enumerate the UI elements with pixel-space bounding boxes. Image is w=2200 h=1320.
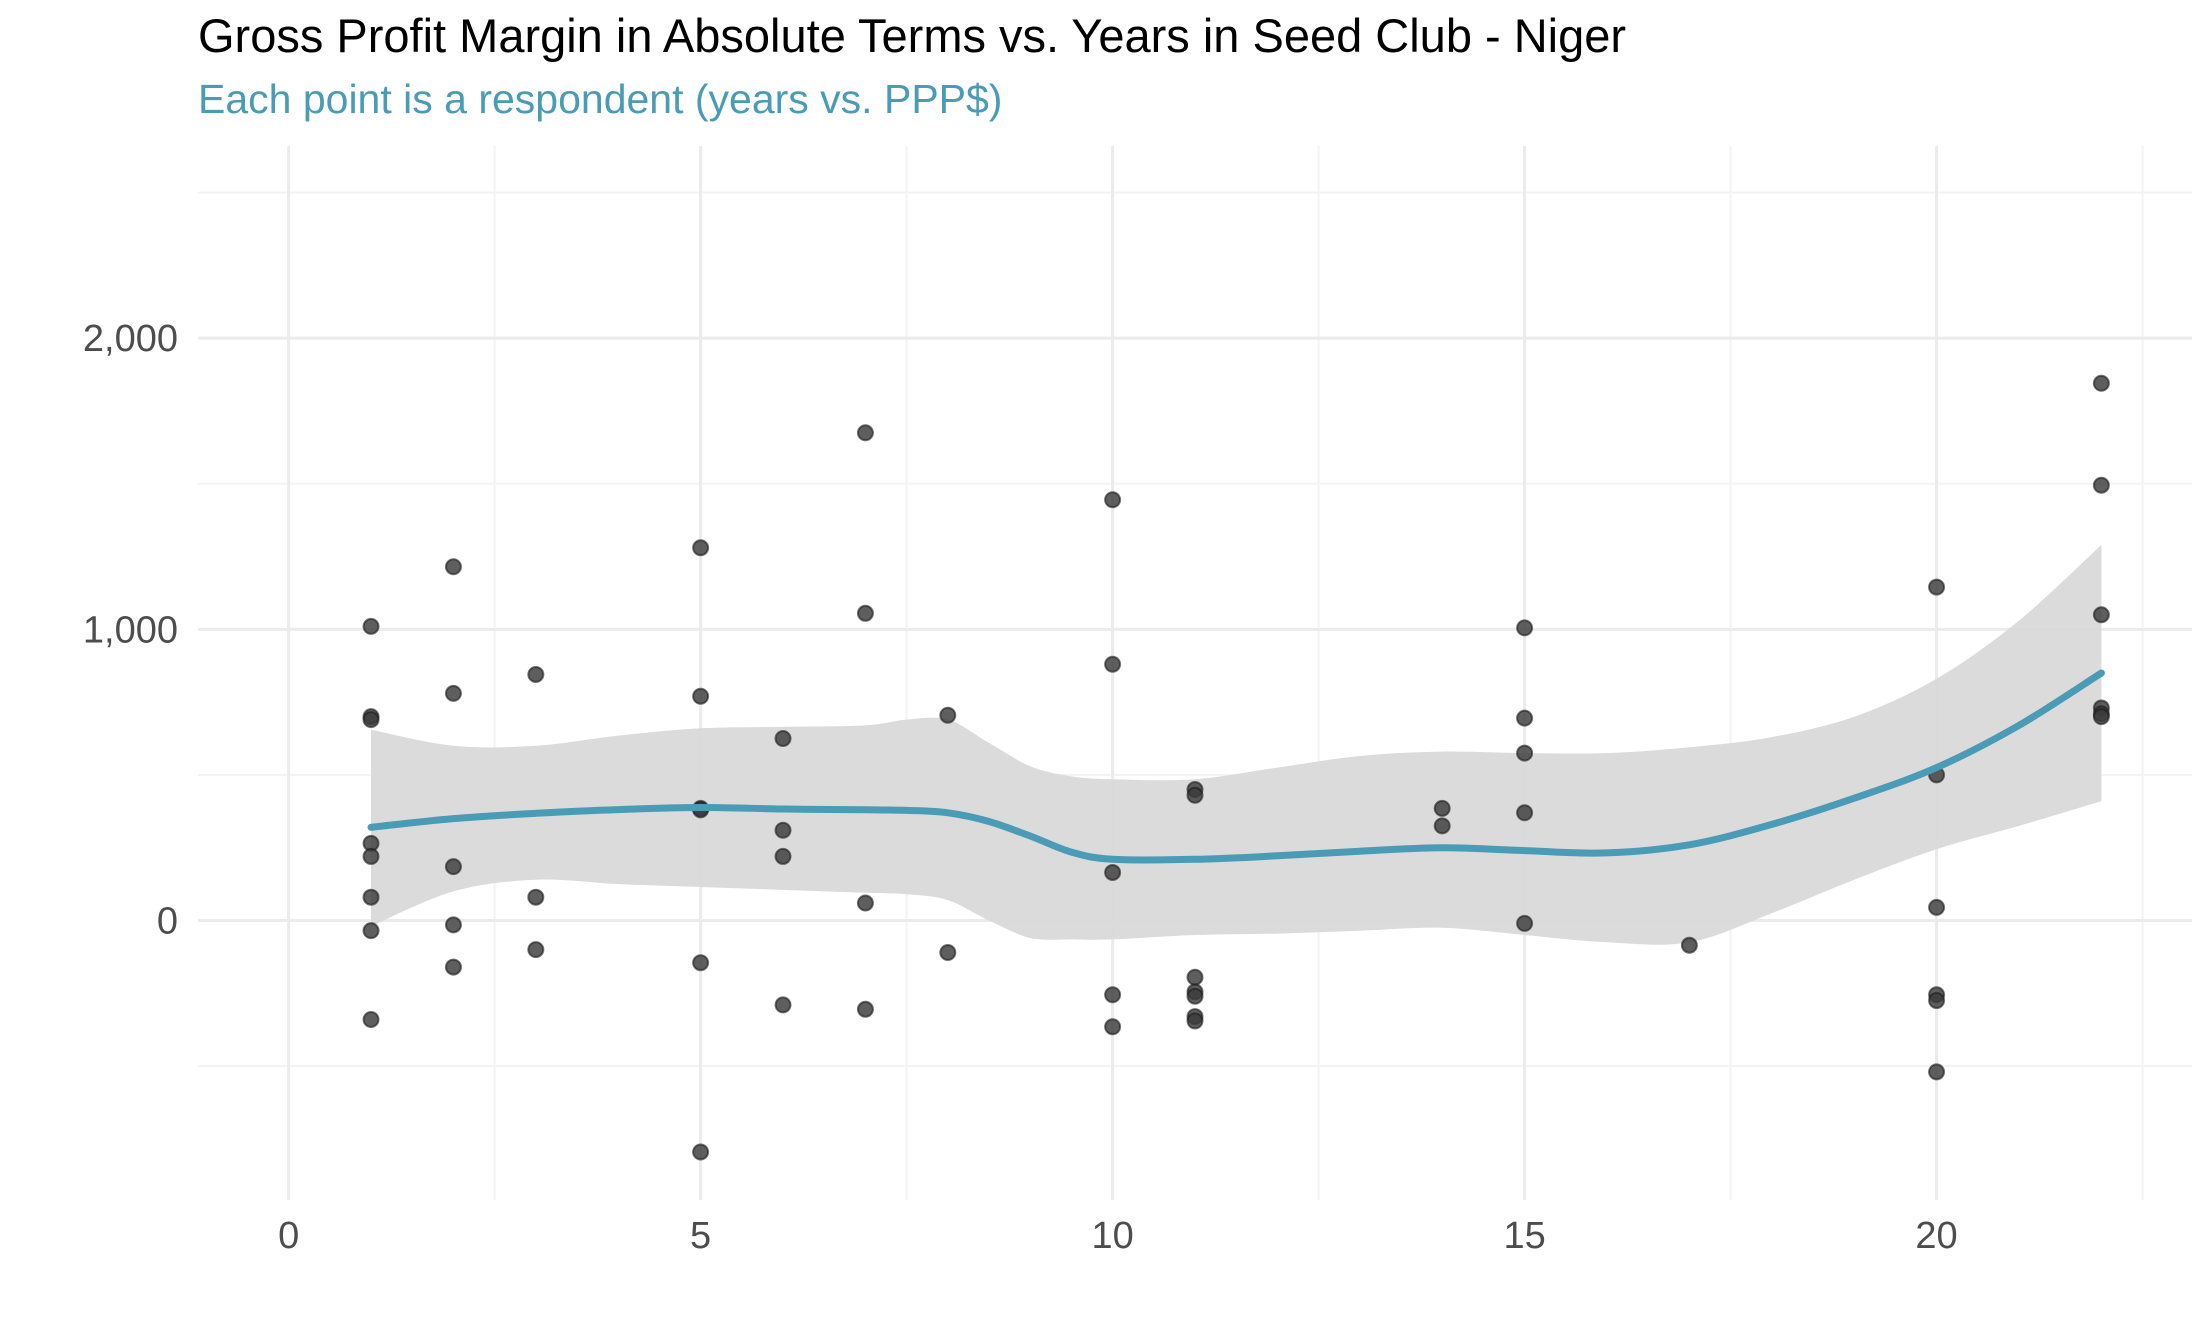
chart-subtitle: Each point is a respondent (years vs. PP… bbox=[198, 76, 1003, 122]
points-layer bbox=[362, 374, 2110, 1161]
data-point bbox=[856, 894, 874, 912]
data-point bbox=[1433, 817, 1451, 835]
smooth-trend-line bbox=[367, 669, 2105, 864]
data-point bbox=[1104, 491, 1122, 509]
data-point bbox=[2092, 374, 2110, 392]
data-point bbox=[444, 858, 462, 876]
x-tick-label: 5 bbox=[690, 1215, 711, 1257]
data-point bbox=[1186, 786, 1204, 804]
x-tick-label: 20 bbox=[1915, 1215, 1957, 1257]
data-point bbox=[362, 888, 380, 906]
data-point bbox=[939, 706, 957, 724]
data-point bbox=[1680, 936, 1698, 954]
data-point bbox=[692, 954, 710, 972]
data-point bbox=[1516, 619, 1534, 637]
data-point bbox=[527, 665, 545, 683]
data-point bbox=[2092, 708, 2110, 726]
smooth-line-layer bbox=[367, 669, 2105, 864]
data-point bbox=[1516, 804, 1534, 822]
data-point bbox=[692, 539, 710, 557]
data-point bbox=[444, 684, 462, 702]
data-point bbox=[1104, 1018, 1122, 1036]
data-point bbox=[1104, 986, 1122, 1004]
data-point bbox=[444, 958, 462, 976]
x-tick-label: 10 bbox=[1091, 1215, 1133, 1257]
data-point bbox=[774, 821, 792, 839]
data-point bbox=[1928, 578, 1946, 596]
data-point bbox=[1104, 863, 1122, 881]
data-point bbox=[1433, 799, 1451, 817]
axis-labels-layer: 0 5 10 15 20 0 1,000 2,000 bbox=[83, 318, 1958, 1257]
y-tick-label: 2,000 bbox=[83, 318, 178, 360]
data-point bbox=[692, 687, 710, 705]
data-point bbox=[444, 558, 462, 576]
data-point bbox=[362, 922, 380, 940]
data-point bbox=[939, 944, 957, 962]
data-point bbox=[362, 711, 380, 729]
data-point bbox=[1928, 1063, 1946, 1081]
data-point bbox=[527, 888, 545, 906]
data-point bbox=[362, 1010, 380, 1028]
data-point bbox=[2092, 606, 2110, 624]
chart-title: Gross Profit Margin in Absolute Terms vs… bbox=[198, 9, 1627, 62]
data-point bbox=[1516, 744, 1534, 762]
grid-layer bbox=[198, 146, 2192, 1200]
data-point bbox=[1186, 987, 1204, 1005]
data-point bbox=[856, 604, 874, 622]
data-point bbox=[856, 424, 874, 442]
data-point bbox=[856, 1000, 874, 1018]
x-tick-label: 0 bbox=[278, 1215, 299, 1257]
confidence-band-layer bbox=[371, 544, 2102, 945]
y-tick-label: 0 bbox=[157, 900, 178, 942]
data-point bbox=[1516, 914, 1534, 932]
x-tick-label: 15 bbox=[1503, 1215, 1545, 1257]
data-point bbox=[1186, 1012, 1204, 1030]
data-point bbox=[692, 1143, 710, 1161]
data-point bbox=[1928, 898, 1946, 916]
data-point bbox=[1928, 992, 1946, 1010]
data-point bbox=[1186, 968, 1204, 986]
data-point bbox=[362, 617, 380, 635]
data-point bbox=[1104, 655, 1122, 673]
data-point bbox=[1516, 709, 1534, 727]
y-tick-label: 1,000 bbox=[83, 609, 178, 651]
data-point bbox=[774, 996, 792, 1014]
data-point bbox=[362, 847, 380, 865]
data-point bbox=[527, 941, 545, 959]
confidence-band bbox=[371, 544, 2102, 945]
data-point bbox=[774, 847, 792, 865]
data-point bbox=[444, 916, 462, 934]
data-point bbox=[774, 730, 792, 748]
data-point bbox=[2092, 476, 2110, 494]
